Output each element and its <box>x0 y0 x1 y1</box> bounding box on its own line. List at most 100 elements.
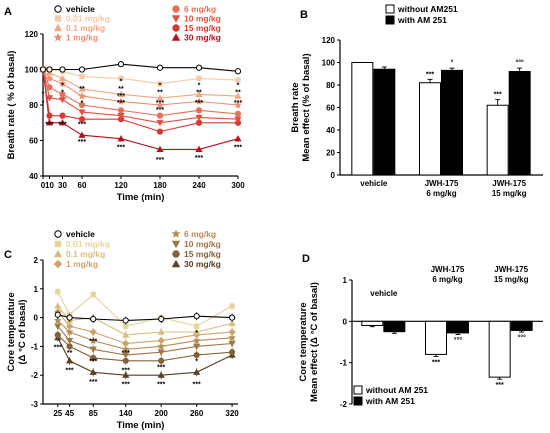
bar <box>447 320 469 334</box>
legend-label: without AM251 <box>397 4 458 14</box>
data-point <box>117 107 125 114</box>
data-point <box>156 100 164 109</box>
legend-swatch <box>353 385 363 395</box>
legend-label: without AM 251 <box>365 385 428 395</box>
significance-marker: ** <box>196 89 202 96</box>
data-point <box>157 337 165 345</box>
data-point <box>193 343 201 350</box>
data-point <box>90 291 96 298</box>
data-point <box>65 357 74 364</box>
significance-marker: *** <box>117 144 125 151</box>
panel-d: D -2 -1 0 1 Core temperature Mean effect (Δ °C… <box>298 253 543 409</box>
significance-marker: *** <box>432 359 440 366</box>
significance-marker: *** <box>234 144 242 151</box>
y-tick-label: -1 <box>340 359 348 368</box>
data-point <box>122 352 130 359</box>
series-6 <box>39 66 242 135</box>
data-point <box>78 92 86 100</box>
y-tick-label: 60 <box>326 104 335 113</box>
data-point <box>156 112 164 119</box>
legend-label: 0.1 mg/kg <box>66 249 105 259</box>
data-point <box>195 64 203 71</box>
legend-label: 1 mg/kg <box>66 259 98 269</box>
y-axis-label: Core temperature <box>6 292 17 371</box>
data-point <box>90 315 97 323</box>
legend-marker <box>53 259 63 269</box>
significance-marker: * <box>42 91 45 98</box>
data-point <box>228 349 236 356</box>
significance-marker: ** <box>79 86 85 93</box>
series-0 <box>54 310 236 325</box>
data-point <box>58 119 67 126</box>
series-7 <box>54 333 236 380</box>
bar <box>361 320 384 326</box>
x-tick-label: 260 <box>190 409 204 418</box>
panel-letter: D <box>302 253 310 265</box>
data-point <box>193 351 200 359</box>
data-point <box>117 135 125 142</box>
y-tick-label: 80 <box>326 81 335 90</box>
legend-label: vehicle <box>66 229 95 239</box>
data-point <box>90 354 97 362</box>
panel-b: B 0 20 40 60 80 100 120 Breath rate Mean effect (… <box>290 4 543 198</box>
significance-marker: *** <box>45 121 53 128</box>
series-0 <box>39 61 242 75</box>
series-4 <box>53 316 236 354</box>
bar <box>488 320 511 378</box>
data-point <box>193 368 201 375</box>
data-point <box>195 145 203 152</box>
bar <box>441 69 463 176</box>
data-point <box>158 315 165 323</box>
y-tick-label: 100 <box>322 59 336 68</box>
series-line <box>42 69 239 117</box>
data-point <box>89 346 97 353</box>
data-point <box>195 97 203 105</box>
significance-marker: *** <box>157 382 165 389</box>
significance-marker: * <box>237 82 240 89</box>
legend-marker <box>53 249 63 258</box>
data-point <box>122 371 130 378</box>
data-point <box>234 135 242 142</box>
data-point <box>46 66 53 73</box>
significance-marker: *** <box>426 71 434 78</box>
series-4 <box>39 66 242 119</box>
panel-letter: C <box>4 249 12 261</box>
data-point <box>58 79 67 88</box>
data-point <box>117 113 125 120</box>
data-point <box>122 317 129 324</box>
data-point <box>158 357 165 364</box>
data-point <box>78 66 86 73</box>
legend-label: 6 mg/kg <box>184 4 216 14</box>
significance-marker: °°° <box>454 337 463 345</box>
x-tick-label: 0 <box>41 181 46 190</box>
data-point <box>196 75 202 81</box>
panel-c: C -3 -2 -1 0 1 2 25 45 85 140 200 260 320 Time (min) Co… <box>4 229 239 431</box>
y-tick-label: 1 <box>343 276 348 285</box>
data-point <box>156 94 164 101</box>
y-tick-label: 1 <box>34 285 39 294</box>
data-point <box>229 303 235 309</box>
category-label: 15 mg/kg <box>492 189 527 198</box>
data-point <box>66 314 73 321</box>
significance-marker: *** <box>89 359 97 366</box>
bar <box>510 320 533 331</box>
series-6 <box>54 330 236 365</box>
data-point <box>157 371 165 378</box>
data-point <box>78 116 86 123</box>
series-line <box>43 68 239 85</box>
data-point <box>235 77 241 83</box>
legend-label: 1 mg/kg <box>66 33 98 43</box>
significance-marker: * <box>81 100 84 107</box>
bar <box>486 104 509 176</box>
data-point <box>156 64 164 71</box>
category-label: JWH-175 <box>425 179 459 188</box>
bar <box>425 320 447 355</box>
significance-marker: ** <box>118 86 124 93</box>
category-label: JWH-175 <box>492 179 526 188</box>
significance-marker: *** <box>117 93 125 100</box>
data-point <box>234 110 242 117</box>
x-axis-label: Time (min) <box>117 192 165 203</box>
y-tick-label: 60 <box>29 137 38 146</box>
